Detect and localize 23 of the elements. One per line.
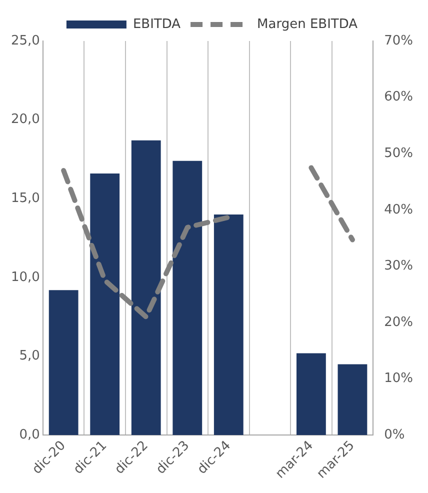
y-tick-label: 20,0: [10, 112, 40, 128]
bar: [172, 160, 202, 436]
y2-tick-label: 10%: [384, 371, 414, 386]
y-tick-label: 0,0: [19, 428, 40, 443]
bar: [131, 140, 161, 436]
y-tick-label: 5,0: [19, 348, 40, 364]
y2-tick-label: 30%: [384, 258, 414, 274]
bar: [48, 290, 78, 436]
y2-tick-label: 0%: [384, 428, 405, 443]
legend-label: Margen EBITDA: [257, 16, 358, 32]
y-tick-label: 10,0: [10, 270, 40, 285]
y-tick-label: 25,0: [10, 33, 40, 48]
bar: [296, 353, 326, 436]
y2-tick-label: 50%: [384, 146, 414, 161]
y2-tick-label: 40%: [384, 202, 414, 218]
y2-tick-label: 20%: [384, 314, 414, 330]
bar: [214, 214, 244, 436]
y2-tick-label: 70%: [384, 33, 414, 48]
y2-tick-label: 60%: [384, 90, 414, 105]
legend-label: EBITDA: [132, 16, 181, 32]
y-tick-label: 15,0: [10, 191, 40, 206]
bar: [338, 364, 368, 436]
bar: [90, 173, 120, 436]
